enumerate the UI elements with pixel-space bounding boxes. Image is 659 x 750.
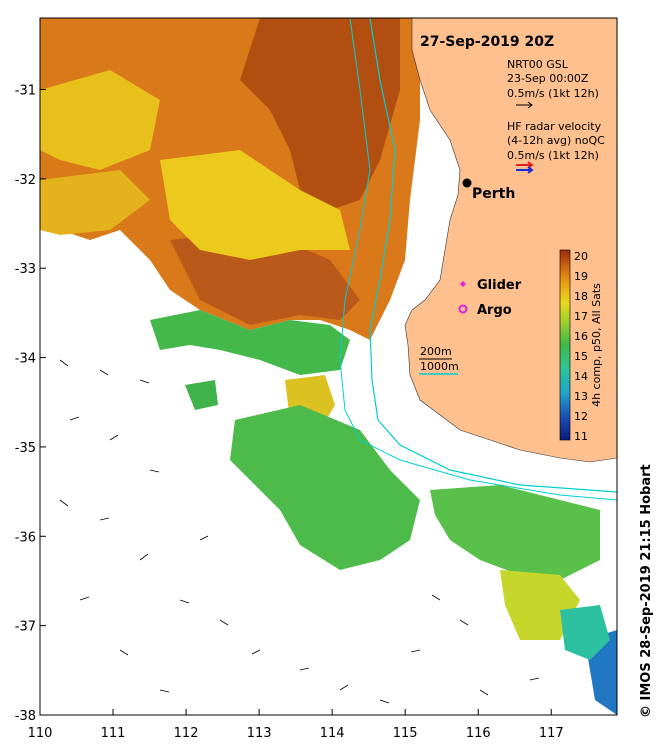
y-tick-label: -34 [15, 352, 36, 367]
sst-cyan-southeast [560, 605, 610, 660]
colorbar-tick-label: 16 [574, 330, 588, 343]
glider-symbol [460, 281, 466, 287]
y-tick-label: -32 [15, 173, 36, 188]
x-tick-label: 112 [174, 726, 199, 741]
legend-gsl-scale: 0.5m/s (1kt 12h) [507, 87, 599, 100]
sst-green-south2 [430, 485, 600, 580]
colorbar-tick-label: 20 [574, 250, 588, 263]
colorbar-tick-label: 17 [574, 310, 588, 323]
current-vectors [59, 359, 540, 704]
legend-gsl-title: NRT00 GSL [507, 58, 569, 71]
colorbar-tick-label: 18 [574, 290, 588, 303]
y-tick-label: -33 [15, 262, 36, 277]
colorbar-tick-label: 14 [574, 370, 588, 383]
legend-isobath-1000m: 1000m [420, 360, 459, 373]
colorbar-tick-label: 12 [574, 410, 588, 423]
x-tick-label: 110 [28, 726, 53, 741]
argo-label: Argo [477, 303, 512, 318]
y-tick-label: -38 [15, 709, 36, 724]
isobath-1000m [339, 17, 618, 501]
y-tick-label: -35 [15, 441, 36, 456]
x-tick-label: 111 [101, 726, 126, 741]
legend-gsl-arrow [516, 101, 533, 109]
colorbar-tick-label: 13 [574, 390, 588, 403]
sst-yellow-southeast [500, 570, 580, 640]
colorbar-tick-label: 11 [574, 430, 588, 443]
credit-text: © IMOS 28-Sep-2019 21:15 Hobart [639, 464, 654, 718]
marker-key: Glider Argo [458, 278, 522, 318]
sst-green-south [230, 405, 420, 570]
sst-yellow-mid [160, 150, 350, 260]
legend-hf-title: HF radar velocity [507, 120, 602, 133]
legend-gsl-date: 23-Sep 00:00Z [507, 72, 589, 85]
perth-marker [462, 178, 472, 188]
y-tick-label: -36 [15, 530, 36, 545]
sst-green-patch-west [185, 380, 218, 410]
map-title: 27-Sep-2019 20Z [420, 34, 554, 50]
x-axis: 110 111 112 113 114 115 116 117 [28, 709, 564, 741]
plot-frame [39, 17, 618, 716]
sst-hot-core-2 [170, 230, 360, 325]
x-tick-label: 113 [247, 726, 272, 741]
y-axis: -31 -32 -33 -34 -35 -36 -37 -38 [15, 83, 46, 724]
isobath-200m [369, 17, 618, 493]
perth-label: Perth [472, 186, 515, 202]
glider-label: Glider [477, 278, 522, 293]
colorbar-label: 4h comp, p50, All Sats [590, 283, 603, 407]
sst-yellow-west [40, 70, 160, 170]
sst-hot-core [240, 18, 400, 210]
colorbar-tick-label: 15 [574, 350, 588, 363]
colorbar-gradient [559, 249, 571, 441]
legend-hf-arrow-blue [516, 166, 534, 174]
argo-symbol [458, 304, 468, 314]
legend-isobath-200m: 200m [420, 345, 452, 358]
colorbar-tick-label: 19 [574, 270, 588, 283]
colorbar-ticks: 20 19 18 17 16 15 14 13 12 11 [574, 250, 588, 443]
legend-hf-scale: 0.5m/s (1kt 12h) [507, 149, 599, 162]
sst-yellow-west2 [40, 170, 150, 235]
x-tick-label: 115 [393, 726, 418, 741]
y-tick-label: -31 [15, 83, 36, 98]
x-tick-label: 116 [466, 726, 491, 741]
legend: NRT00 GSL 23-Sep 00:00Z 0.5m/s (1kt 12h)… [419, 58, 605, 375]
x-tick-label: 114 [320, 726, 345, 741]
colorbar: 20 19 18 17 16 15 14 13 12 11 4h comp, p50, All S… [559, 249, 603, 443]
y-tick-label: -37 [15, 620, 36, 635]
x-tick-label: 117 [539, 726, 564, 741]
legend-hf-avg: (4-12h avg) noQC [507, 134, 605, 147]
sst-green-shelf [150, 310, 350, 375]
